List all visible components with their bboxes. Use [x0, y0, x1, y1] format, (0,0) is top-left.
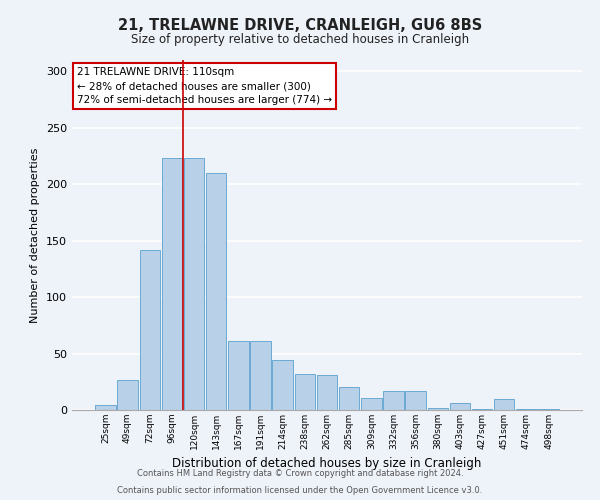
Bar [140, 250, 160, 410]
Bar [339, 388, 359, 410]
Y-axis label: Number of detached properties: Number of detached properties [31, 148, 40, 322]
Bar [406, 391, 426, 410]
Text: Size of property relative to detached houses in Cranleigh: Size of property relative to detached ho… [131, 32, 469, 46]
Bar [516, 409, 536, 410]
Bar [538, 409, 559, 410]
Bar [472, 409, 493, 410]
Bar [95, 406, 116, 410]
Bar [206, 173, 226, 410]
Bar [450, 403, 470, 410]
Bar [317, 375, 337, 410]
Bar [228, 341, 248, 410]
Bar [428, 408, 448, 410]
Text: Contains public sector information licensed under the Open Government Licence v3: Contains public sector information licen… [118, 486, 482, 495]
Text: Contains HM Land Registry data © Crown copyright and database right 2024.: Contains HM Land Registry data © Crown c… [137, 468, 463, 477]
Bar [295, 374, 315, 410]
Text: 21 TRELAWNE DRIVE: 110sqm
← 28% of detached houses are smaller (300)
72% of semi: 21 TRELAWNE DRIVE: 110sqm ← 28% of detac… [77, 67, 332, 105]
Bar [361, 398, 382, 410]
Bar [494, 398, 514, 410]
Bar [118, 380, 138, 410]
Bar [161, 158, 182, 410]
Bar [184, 158, 204, 410]
Bar [383, 391, 404, 410]
Bar [272, 360, 293, 410]
Text: 21, TRELAWNE DRIVE, CRANLEIGH, GU6 8BS: 21, TRELAWNE DRIVE, CRANLEIGH, GU6 8BS [118, 18, 482, 32]
X-axis label: Distribution of detached houses by size in Cranleigh: Distribution of detached houses by size … [172, 458, 482, 470]
Bar [250, 341, 271, 410]
